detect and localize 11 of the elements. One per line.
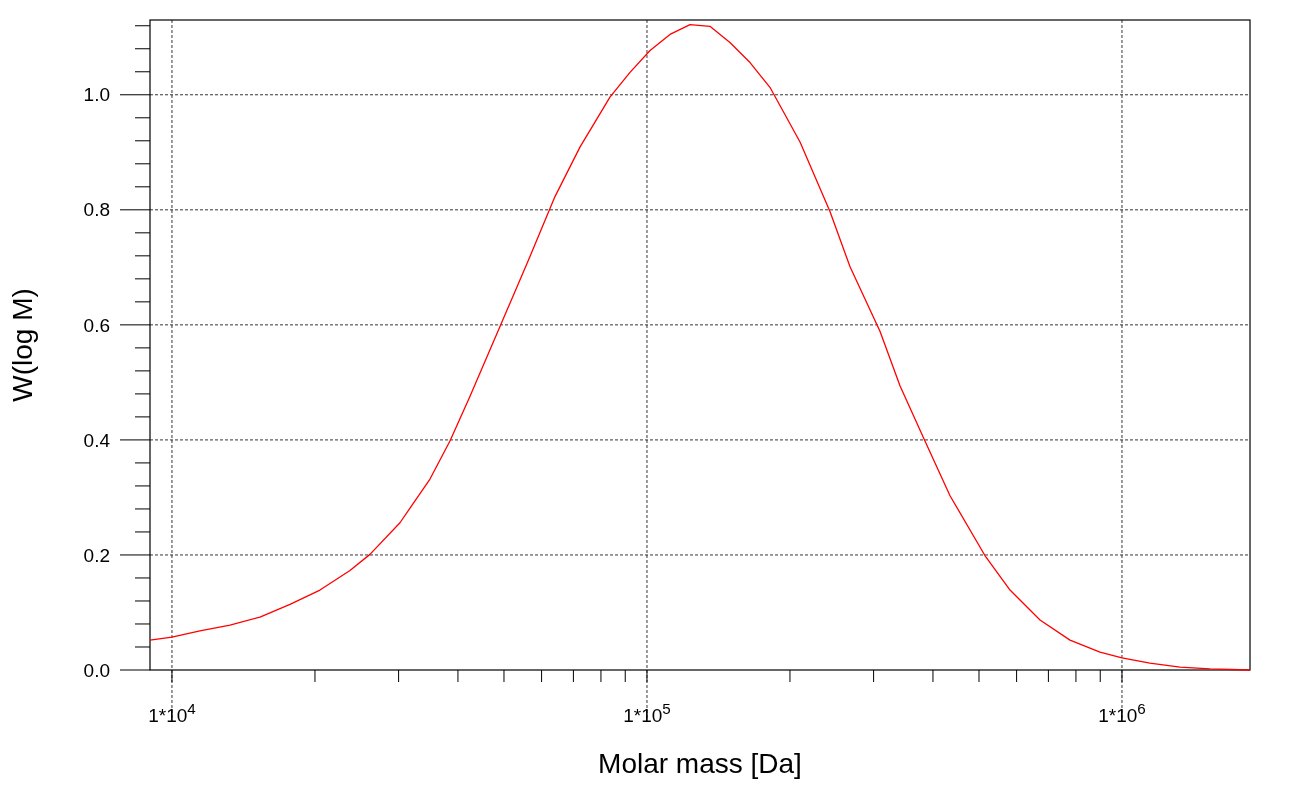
y-tick-label: 0.0 xyxy=(83,659,110,681)
y-axis-title: W(log M) xyxy=(7,288,38,402)
y-tick-label: 0.8 xyxy=(83,199,110,221)
x-axis-title: Molar mass [Da] xyxy=(598,748,802,779)
x-tick-label: 1*10$^{5}$ xyxy=(623,699,671,726)
x-tick-label: 1*10$^{6}$ xyxy=(1098,699,1146,726)
x-tick-label: 1*10$^{4}$ xyxy=(148,699,196,726)
y-tick-label: 0.2 xyxy=(83,544,110,566)
y-tick-label: 0.4 xyxy=(83,429,111,451)
y-tick-label: 1.0 xyxy=(83,84,110,106)
y-tick-label: 0.6 xyxy=(83,314,110,336)
